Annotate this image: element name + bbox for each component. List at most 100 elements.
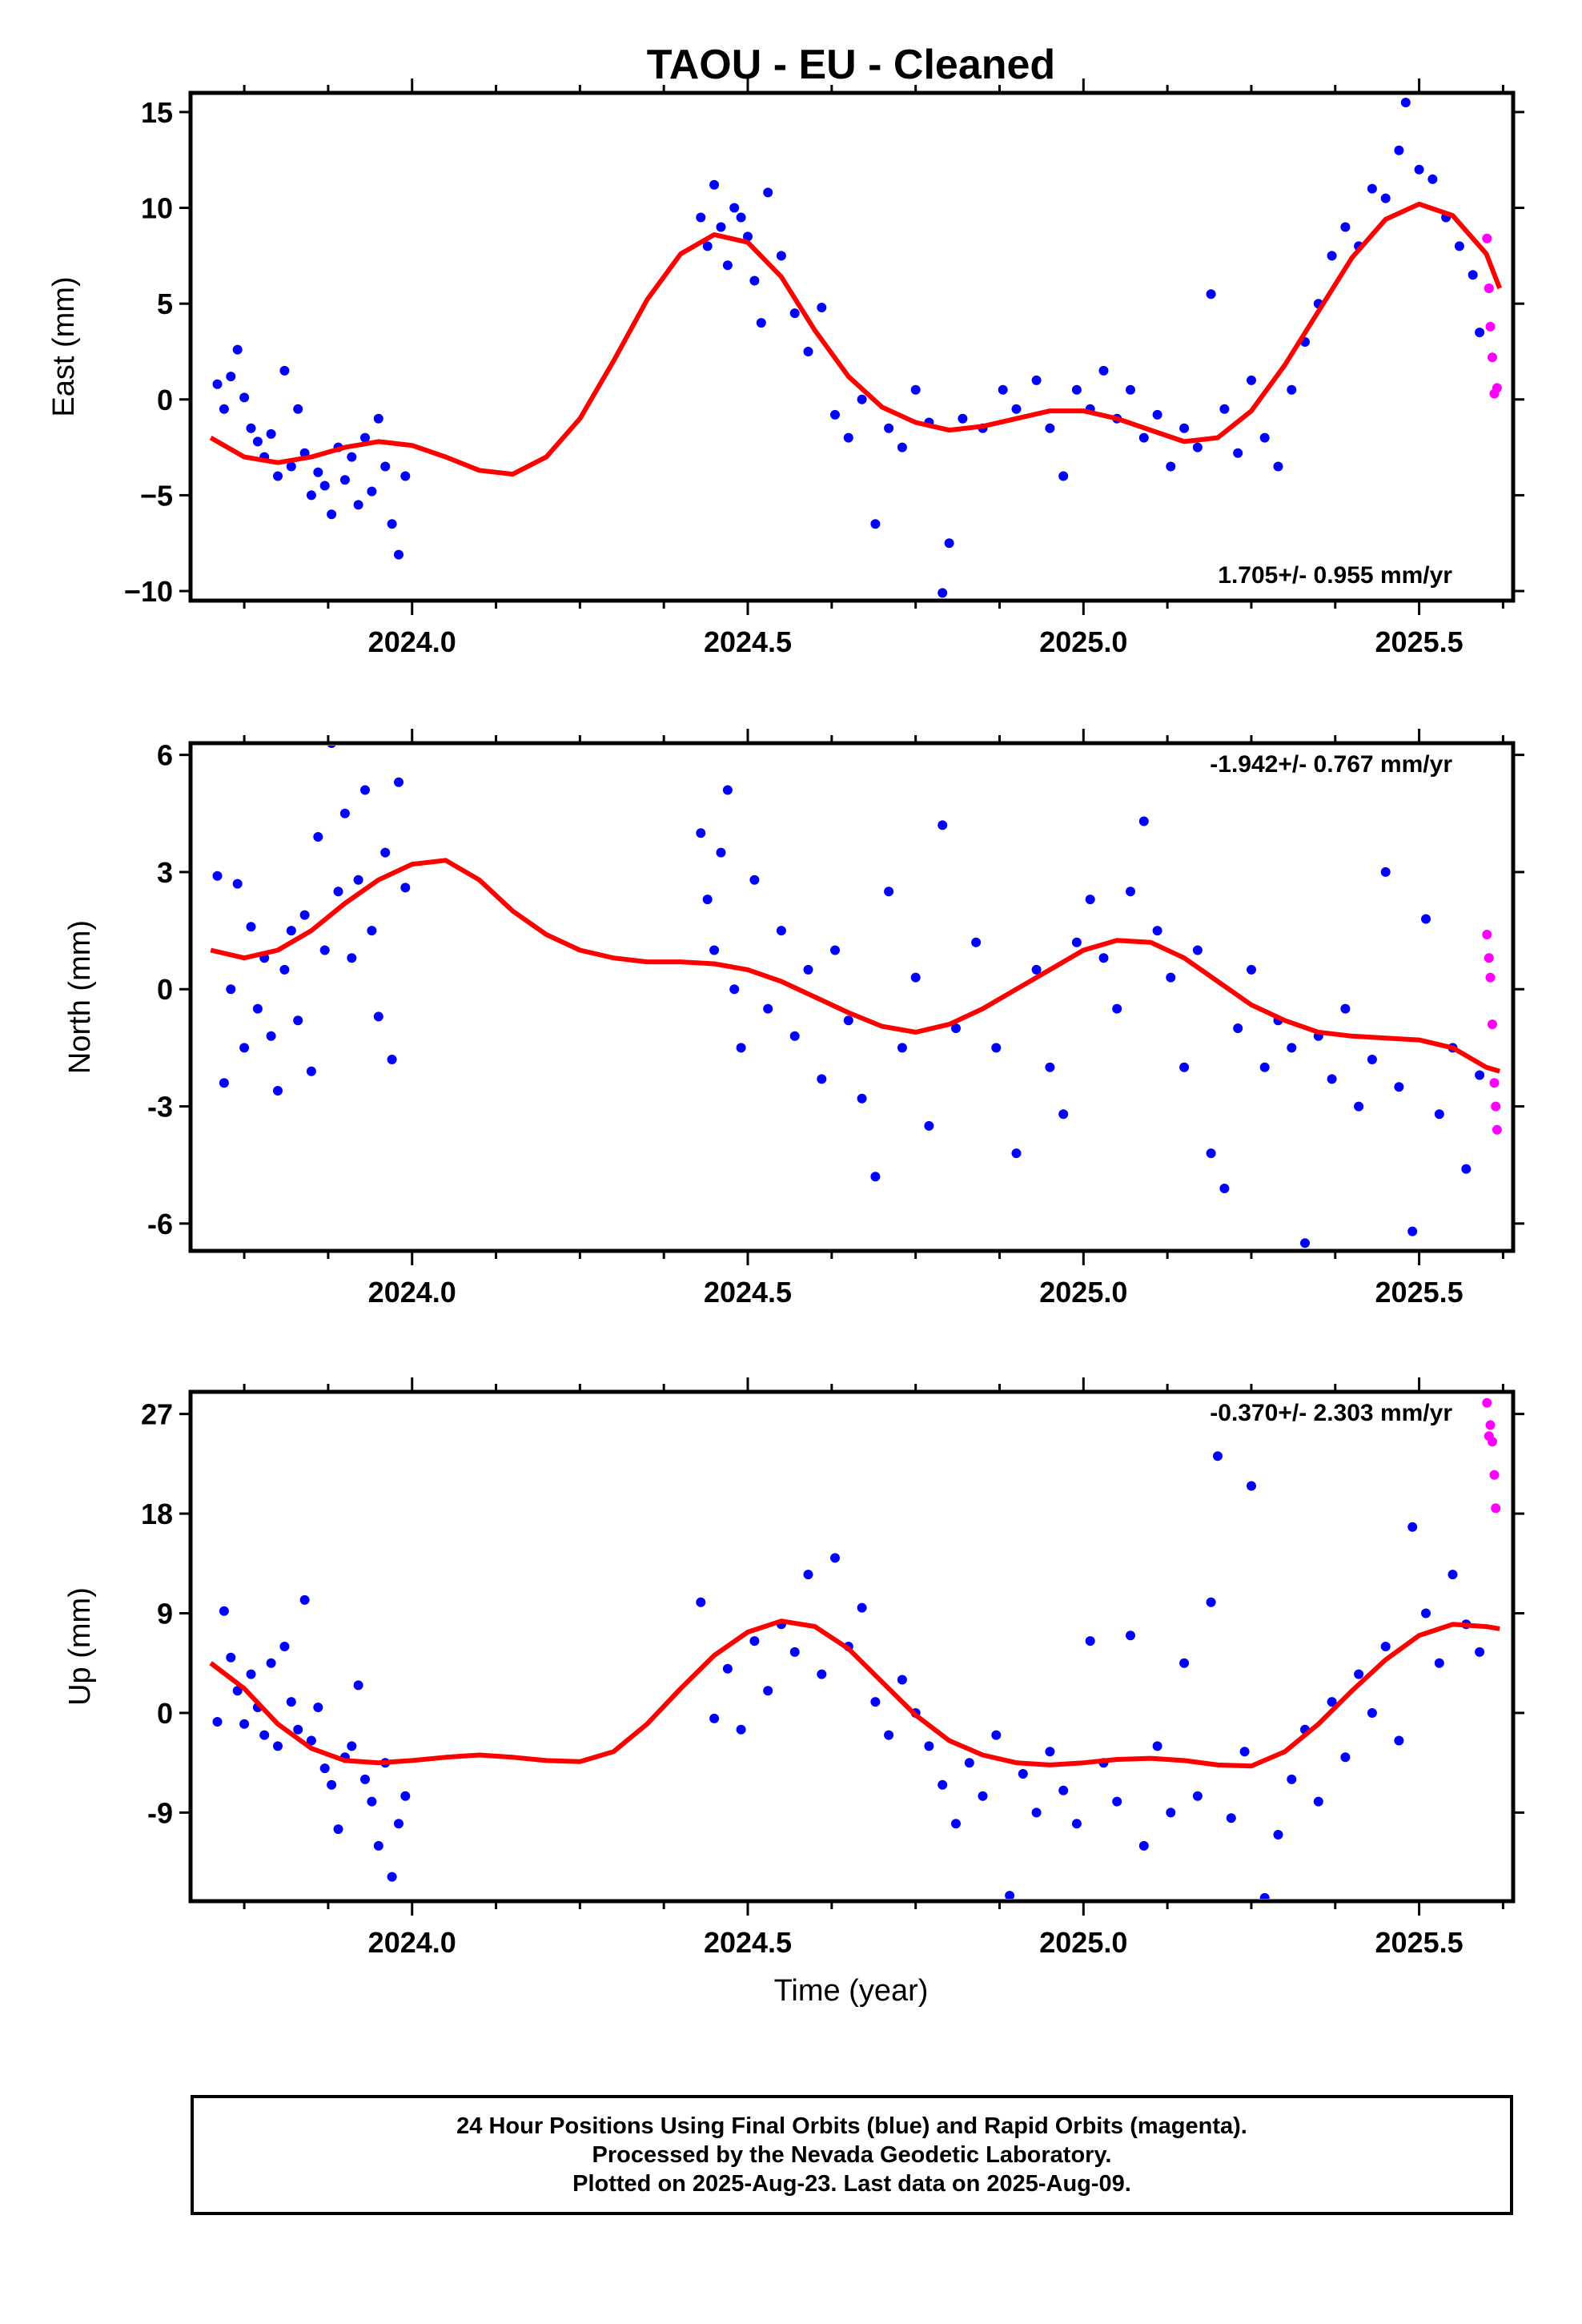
up-final-point (709, 1713, 720, 1723)
north-final-point (1071, 937, 1082, 947)
up-final-point (830, 1553, 840, 1563)
up-final-point (1327, 1697, 1337, 1707)
footer-line-plotted-date: Plotted on 2025-Aug-23. Last data on 202… (572, 2171, 1131, 2197)
east-final-point (1427, 174, 1438, 184)
east-final-point (246, 423, 256, 433)
up-final-point (1126, 1630, 1135, 1641)
north-final-point (1179, 1062, 1190, 1072)
east-y-tick-label: −5 (140, 479, 173, 512)
north-final-point (1259, 1062, 1270, 1072)
east-final-point (339, 475, 350, 485)
east-final-point (212, 379, 223, 389)
north-final-point (729, 984, 740, 995)
north-final-point (367, 926, 377, 936)
east-final-point (763, 187, 773, 198)
east-final-point (789, 308, 800, 319)
east-final-point (1400, 98, 1411, 107)
east-y-tick-label: 10 (141, 192, 173, 225)
east-final-point (360, 432, 370, 443)
east-final-point (897, 442, 907, 452)
east-final-point (232, 344, 243, 355)
up-final-point (319, 1763, 330, 1774)
up-final-point (1179, 1658, 1190, 1668)
north-y-tick-label: -3 (147, 1091, 173, 1124)
up-final-point (1247, 1481, 1256, 1491)
north-plot-frame (188, 741, 1516, 1253)
north-final-point (286, 926, 296, 936)
east-final-point (273, 471, 283, 481)
up-x-tick-label: 2025.0 (1039, 1926, 1127, 1959)
up-final-point (1206, 1597, 1216, 1607)
north-final-point (1434, 1109, 1444, 1120)
up-final-point (1166, 1807, 1176, 1818)
up-final-point (789, 1647, 800, 1657)
up-y-tick-label: 0 (157, 1697, 173, 1730)
up-final-point (870, 1697, 881, 1707)
up-panel: 27 18 9 0 -9 2024.0 2024.5 2025.0 2025.5 Up (mm) -… (63, 1377, 1524, 1959)
north-rapid-point (1489, 1078, 1500, 1088)
east-final-point (319, 480, 330, 491)
north-final-point (1138, 816, 1149, 826)
east-final-point (1414, 164, 1424, 175)
east-final-point (803, 347, 813, 356)
north-final-point (1031, 964, 1042, 975)
east-final-point (252, 436, 263, 447)
up-final-point (1031, 1807, 1042, 1818)
east-final-point (373, 413, 383, 424)
east-final-point (1011, 404, 1022, 414)
north-final-point (239, 1043, 250, 1053)
east-final-point (884, 423, 894, 433)
east-final-point (1380, 193, 1391, 203)
up-final-point (226, 1652, 236, 1663)
east-final-point (400, 471, 411, 481)
up-final-point (212, 1717, 223, 1727)
east-final-point (958, 413, 968, 424)
north-final-point (897, 1043, 907, 1053)
up-final-point (367, 1796, 377, 1807)
east-final-point (722, 260, 733, 271)
up-final-point (293, 1724, 303, 1735)
east-final-point (1454, 241, 1464, 251)
north-y-axis-title: North (mm) (63, 920, 97, 1074)
up-final-point (246, 1669, 256, 1679)
east-final-point (696, 212, 706, 223)
north-final-point (387, 1055, 397, 1064)
up-y-axis-title: Up (mm) (63, 1587, 97, 1706)
east-final-point (749, 275, 760, 286)
up-final-point (817, 1669, 827, 1679)
north-final-point (373, 1011, 383, 1022)
up-final-point (1475, 1647, 1485, 1657)
up-rapid-point (1491, 1503, 1501, 1514)
east-final-point (394, 549, 404, 560)
chart-title: TAOU - EU - Cleaned (647, 42, 1055, 88)
east-final-point (313, 467, 323, 477)
north-final-point (252, 1003, 263, 1014)
north-final-point (1206, 1148, 1216, 1159)
east-final-point (1192, 442, 1203, 452)
up-final-point (938, 1779, 948, 1790)
east-final-point (830, 409, 840, 420)
north-final-point (1011, 1148, 1022, 1159)
east-y-tick-label: 5 (157, 287, 173, 320)
north-final-point (1340, 1003, 1351, 1014)
north-final-point (212, 870, 223, 881)
north-final-point (924, 1120, 934, 1131)
up-final-point (884, 1730, 894, 1740)
north-final-point (273, 1086, 283, 1096)
footer-line-processed-by: Processed by the Nevada Geodetic Laborat… (592, 2142, 1112, 2168)
north-final-point (293, 1015, 303, 1026)
north-final-point (339, 808, 350, 818)
up-final-point (232, 1686, 243, 1696)
east-final-point (743, 231, 753, 242)
east-final-point (1058, 471, 1069, 481)
east-final-point (1179, 423, 1190, 433)
up-x-tick-label: 2025.5 (1375, 1926, 1464, 1959)
up-final-point (400, 1791, 411, 1801)
east-final-point (1152, 409, 1162, 420)
north-final-point (830, 945, 840, 955)
east-final-point (1071, 384, 1082, 395)
east-final-point (1287, 384, 1297, 395)
east-final-point (756, 318, 766, 328)
north-final-point (1461, 1164, 1472, 1174)
